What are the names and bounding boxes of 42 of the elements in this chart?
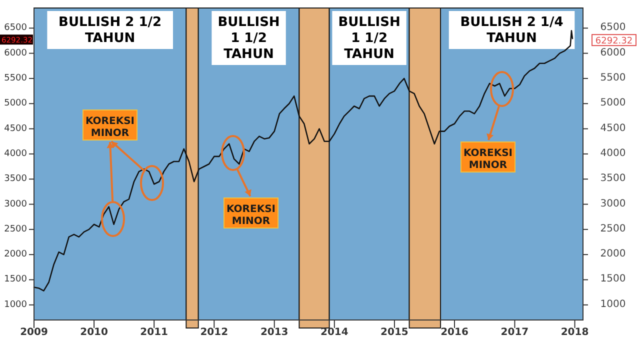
- x-tick-label: 2010: [80, 327, 108, 338]
- band-label: BULLISH 2 1/2 TAHUN: [58, 15, 162, 46]
- y-tick-label: 6500: [4, 23, 28, 34]
- band-label: BULLISH 2 1/4 TAHUN: [460, 15, 564, 46]
- x-tick-label: 2012: [200, 327, 228, 338]
- annotation: KOREKSI MINOR: [463, 148, 513, 171]
- annotation: KOREKSI MINOR: [85, 116, 135, 139]
- y-tick-label: 4500: [4, 124, 28, 134]
- annotation: KOREKSI MINOR: [226, 204, 276, 227]
- y2-tick-label: 2500: [600, 223, 626, 234]
- y2-tick-label: 5000: [600, 98, 626, 109]
- y2-tick-label: 2000: [600, 248, 626, 260]
- y2-tick-label: 4000: [600, 148, 626, 159]
- x-tick-label: 2015: [380, 327, 408, 338]
- y-tick-label: 3500: [4, 174, 28, 184]
- y-tick-label: 2500: [4, 224, 28, 234]
- y2-tick-label: 5500: [600, 72, 626, 84]
- x-tick-label: 2016: [440, 327, 468, 338]
- x-tick-label: 2014: [320, 327, 348, 338]
- y-tick-label: 5000: [4, 98, 28, 109]
- band-label: BULLISH 1 1/2 TAHUN: [338, 15, 400, 62]
- band-label: BULLISH 1 1/2 TAHUN: [218, 15, 280, 62]
- y2-tick-label: 1000: [600, 298, 626, 310]
- annotation: 6292.32: [595, 36, 633, 47]
- y2-tick-label: 3500: [600, 173, 626, 184]
- y-tick-label: 1000: [4, 300, 28, 310]
- y-tick-label: 1500: [4, 274, 28, 285]
- x-tick-label: 2009: [20, 327, 48, 338]
- y-tick-label: 2000: [4, 250, 28, 260]
- x-tick-label: 2011: [140, 327, 168, 338]
- y2-tick-label: 4500: [600, 122, 626, 134]
- y-tick-label: 4000: [4, 148, 28, 159]
- y-tick-label: 3000: [4, 199, 28, 210]
- y-tick-label: 6000: [4, 48, 28, 58]
- y2-tick-label: 3000: [600, 198, 626, 210]
- x-tick-label: 2013: [260, 327, 288, 338]
- y2-tick-label: 6000: [600, 47, 626, 58]
- x-tick-label: 2017: [500, 327, 529, 338]
- y2-tick-label: 6500: [600, 22, 626, 34]
- x-tick-label: 2018: [560, 327, 589, 338]
- y-tick-label: 5500: [4, 73, 28, 84]
- y2-tick-label: 1500: [600, 274, 626, 285]
